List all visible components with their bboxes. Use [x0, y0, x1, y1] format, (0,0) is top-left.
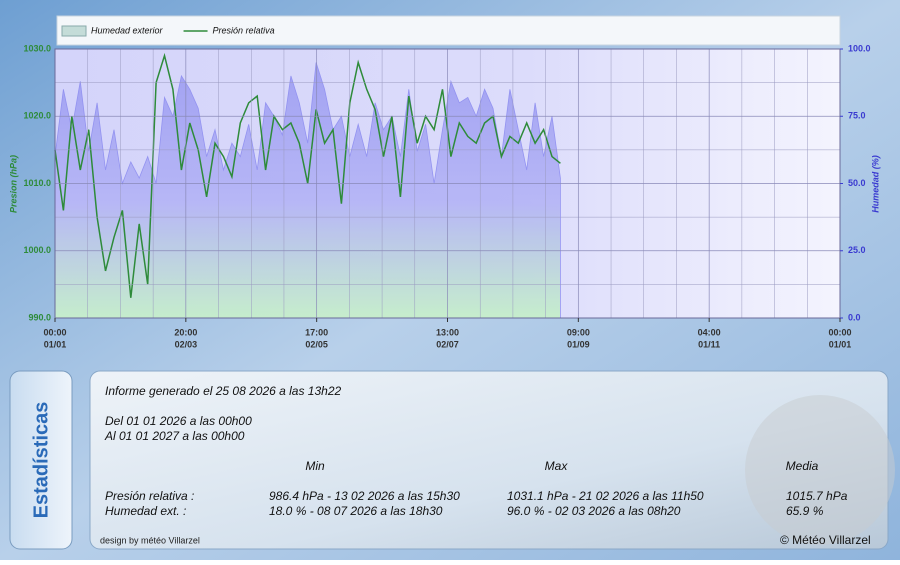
y2-tick-label: 50.0	[848, 178, 866, 188]
max-value: 1031.1 hPa - 21 02 2026 a las 11h50	[507, 489, 704, 503]
legend-box	[56, 15, 841, 46]
row-label: Presión relativa :	[105, 489, 194, 503]
x-tick-label: 02/03	[175, 339, 198, 349]
x-tick-label: 13:00	[436, 327, 459, 337]
x-tick-label: 01/01	[829, 339, 852, 349]
barometer-decoration	[745, 395, 895, 545]
x-tick-label: 20:00	[174, 327, 197, 337]
y2-tick-label: 75.0	[848, 111, 866, 121]
humidity-area	[54, 62, 561, 319]
x-tick-label: 01/11	[698, 339, 720, 349]
stats-tab	[9, 370, 73, 550]
x-tick-label: 17:00	[305, 327, 328, 337]
x-tick-label: 00:00	[828, 327, 851, 337]
copyright: © Météo Villarzel	[780, 533, 871, 547]
period-from: Del 01 01 2026 a las 00h00	[105, 414, 252, 428]
mean-value: 65.9 %	[786, 504, 824, 518]
min-value: 986.4 hPa - 13 02 2026 a las 15h30	[269, 489, 460, 503]
y-tick-label: 1010.0	[23, 178, 51, 188]
x-tick-label: 01/01	[44, 339, 67, 349]
y-axis-label: Presion (hPa)	[8, 155, 18, 213]
y-tick-label: 990.0	[28, 312, 51, 322]
x-tick-label: 02/05	[305, 339, 328, 349]
y2-axis-label: Humedad (%)	[870, 155, 880, 213]
y2-tick-label: 100.0	[848, 43, 871, 53]
y-tick-label: 1020.0	[23, 111, 51, 121]
design-credit: design by météo Villarzel	[100, 535, 200, 545]
column-header: Min	[305, 459, 325, 473]
y-tick-label: 1030.0	[23, 43, 51, 53]
y2-tick-label: 25.0	[848, 245, 866, 255]
min-value: 18.0 % - 08 07 2026 a las 18h30	[269, 504, 443, 518]
period-to: Al 01 01 2027 a las 00h00	[104, 429, 245, 443]
row-label: Humedad ext. :	[105, 504, 186, 518]
report-date: Informe generado el 25 08 2026 a las 13h…	[105, 384, 342, 398]
y2-tick-label: 0.0	[848, 312, 861, 322]
legend-label: Presión relativa	[213, 25, 275, 35]
mean-value: 1015.7 hPa	[786, 489, 848, 503]
y-tick-label: 1000.0	[23, 245, 51, 255]
legend-label: Humedad exterior	[91, 25, 164, 35]
x-tick-label: 02/07	[436, 339, 459, 349]
x-tick-label: 01/09	[567, 339, 590, 349]
max-value: 96.0 % - 02 03 2026 a las 08h20	[507, 504, 681, 518]
column-header: Media	[786, 459, 819, 473]
x-tick-label: 04:00	[698, 327, 721, 337]
x-tick-label: 09:00	[567, 327, 590, 337]
legend-swatch	[61, 25, 87, 37]
column-header: Max	[545, 459, 569, 473]
stats-tab-label: Estadísticas	[30, 402, 52, 519]
x-tick-label: 00:00	[43, 327, 66, 337]
